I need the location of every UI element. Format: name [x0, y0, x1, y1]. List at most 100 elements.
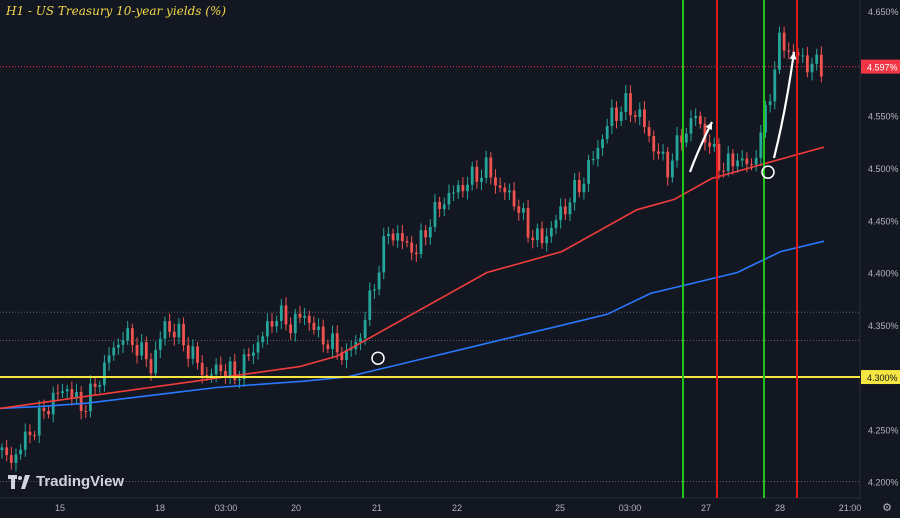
price-tick-label: 4.200%	[868, 478, 899, 488]
price-tick-label: 4.550%	[868, 112, 899, 122]
candle-body	[587, 160, 590, 184]
candle-body	[484, 157, 488, 178]
candle-body	[307, 315, 311, 323]
candle-body	[140, 342, 144, 356]
candle-body	[373, 289, 376, 291]
candle-body	[661, 151, 665, 154]
candle-body	[103, 362, 106, 386]
candle-body	[540, 228, 544, 244]
candle-body	[14, 454, 18, 463]
candle-body	[601, 139, 604, 148]
candle-body	[759, 132, 763, 159]
candle-body	[214, 364, 218, 375]
candle-body	[363, 319, 367, 339]
price-tick-label: 4.350%	[868, 321, 899, 331]
candle-body	[815, 54, 819, 64]
candle-body	[163, 321, 167, 339]
candle-body	[242, 354, 246, 380]
candle-body	[647, 127, 651, 136]
candle-body	[522, 208, 525, 213]
candle-body	[382, 236, 386, 273]
candle-body	[424, 230, 428, 238]
candle-body	[615, 107, 618, 122]
arrow-2	[772, 51, 796, 159]
time-tick-label: 18	[155, 503, 165, 513]
candle-body	[610, 107, 614, 126]
price-tick-label: 4.400%	[868, 269, 899, 279]
candle-body	[0, 447, 4, 451]
candle-body	[182, 323, 185, 346]
candle-body	[200, 362, 204, 376]
candle-body	[116, 344, 120, 348]
candle-body	[400, 233, 404, 242]
candle-body	[498, 185, 502, 188]
candle-body	[368, 290, 372, 320]
time-tick-label: 15	[55, 503, 65, 513]
candle-body	[19, 449, 23, 455]
candle-body	[433, 201, 437, 227]
candle-body	[442, 204, 446, 210]
candle-body	[470, 166, 474, 185]
candle-body	[549, 227, 553, 237]
gear-icon[interactable]: ⚙	[882, 501, 892, 514]
candle-body	[326, 344, 330, 349]
candle-body	[205, 375, 209, 377]
candle-body	[93, 383, 97, 387]
candle-body	[698, 116, 702, 125]
price-tick-label: 4.650%	[868, 7, 899, 17]
candle-body	[261, 336, 265, 343]
candle-body	[396, 233, 400, 241]
time-tick-label: 28	[775, 503, 785, 513]
candle-body	[130, 328, 134, 346]
candle-body	[172, 331, 176, 338]
tradingview-logo-icon	[8, 474, 30, 489]
last-price-label: 4.597%	[867, 63, 898, 73]
candle-body	[112, 347, 116, 356]
brand-name: TradingView	[36, 473, 125, 490]
time-tick-label: 25	[555, 503, 565, 513]
candle-body	[228, 361, 232, 377]
candle-body	[419, 230, 423, 255]
candle-body	[526, 208, 530, 238]
candle-body	[428, 226, 432, 238]
candle-body	[158, 338, 162, 350]
candle-body	[801, 55, 805, 57]
candle-body	[494, 177, 497, 186]
candle-body	[643, 109, 646, 128]
candle-body	[754, 158, 758, 165]
candle-body	[559, 206, 563, 221]
candle-body	[65, 389, 69, 392]
candle-body	[168, 321, 171, 332]
candle-body	[782, 32, 786, 51]
candle-body	[736, 160, 739, 167]
candle-body	[591, 159, 595, 161]
candle-body	[293, 313, 297, 334]
candle-body	[391, 233, 395, 241]
candle-body	[666, 151, 670, 178]
candle-body	[810, 63, 814, 73]
candle-body	[731, 153, 735, 167]
candle-body	[461, 185, 465, 192]
arrow-1	[688, 121, 713, 173]
candle-body	[508, 190, 511, 193]
ma-fast-line	[0, 146, 825, 410]
candle-body	[359, 338, 362, 342]
time-tick-label: 21:00	[839, 503, 862, 513]
candle-body	[121, 340, 125, 345]
candle-body	[670, 160, 674, 178]
candle-body	[289, 324, 293, 334]
candle-body	[89, 383, 92, 412]
candle-body	[247, 354, 251, 356]
candle-body	[475, 166, 479, 182]
candle-body	[233, 361, 237, 381]
candle-body	[191, 346, 195, 359]
candle-body	[28, 431, 32, 436]
candle-body	[61, 391, 64, 394]
tradingview-logo: TradingView	[8, 473, 124, 490]
candle-body	[819, 54, 823, 77]
candle-body	[144, 342, 148, 360]
candle-body	[480, 177, 483, 182]
candle-body	[251, 352, 255, 356]
candle-body	[410, 242, 414, 253]
